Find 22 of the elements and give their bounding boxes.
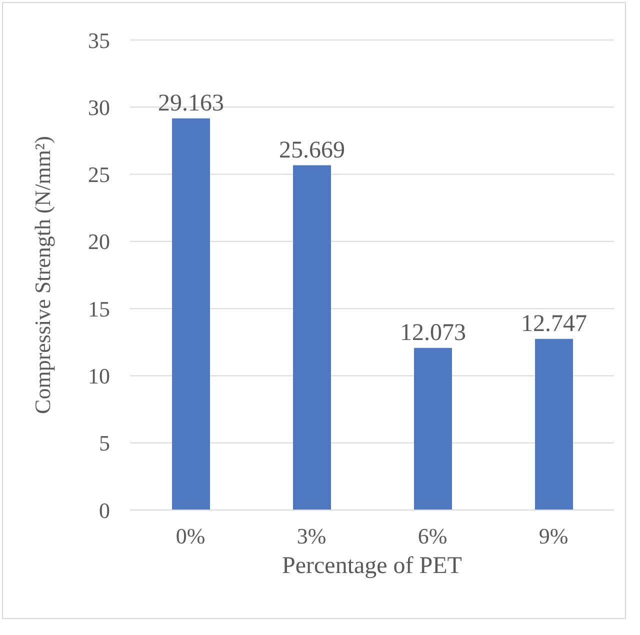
data-label: 12.073 — [400, 320, 466, 346]
x-tick-label: 9% — [538, 524, 568, 549]
x-tick-label: 6% — [418, 524, 448, 549]
bar — [293, 165, 331, 510]
y-tick-label: 25 — [88, 162, 110, 188]
data-label: 25.669 — [279, 137, 345, 164]
x-tick-label: 3% — [296, 524, 326, 549]
data-label: 12.747 — [521, 310, 587, 337]
y-tick-label: 35 — [88, 28, 110, 53]
y-tick-label: 15 — [88, 296, 110, 322]
y-tick-label: 10 — [88, 364, 110, 389]
y-axis-title: Compressive Strength (N/mm²) — [30, 136, 55, 414]
bar — [172, 118, 210, 510]
bar — [414, 348, 452, 510]
x-tick-label: 0% — [176, 524, 206, 549]
data-label: 29.163 — [158, 90, 224, 116]
y-tick-label: 0 — [99, 498, 110, 523]
x-axis-title: Percentage of PET — [282, 553, 462, 579]
y-tick-label: 5 — [99, 430, 110, 456]
y-tick-label: 20 — [88, 229, 110, 254]
bar — [535, 338, 573, 510]
y-tick-label: 30 — [88, 94, 110, 120]
